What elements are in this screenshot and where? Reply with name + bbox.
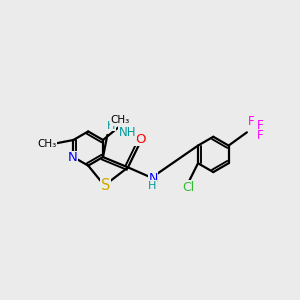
Text: F: F [248,115,255,128]
Text: O: O [135,133,146,146]
Text: NH: NH [118,125,136,139]
Text: CH₃: CH₃ [111,115,130,125]
Text: H: H [107,121,115,130]
Text: Cl: Cl [182,181,195,194]
Text: H: H [148,181,157,191]
Text: F: F [257,119,263,132]
Text: N: N [148,172,158,185]
Text: N: N [68,152,78,164]
Text: S: S [101,178,110,193]
Text: CH₃: CH₃ [37,139,56,148]
Text: F: F [257,129,263,142]
